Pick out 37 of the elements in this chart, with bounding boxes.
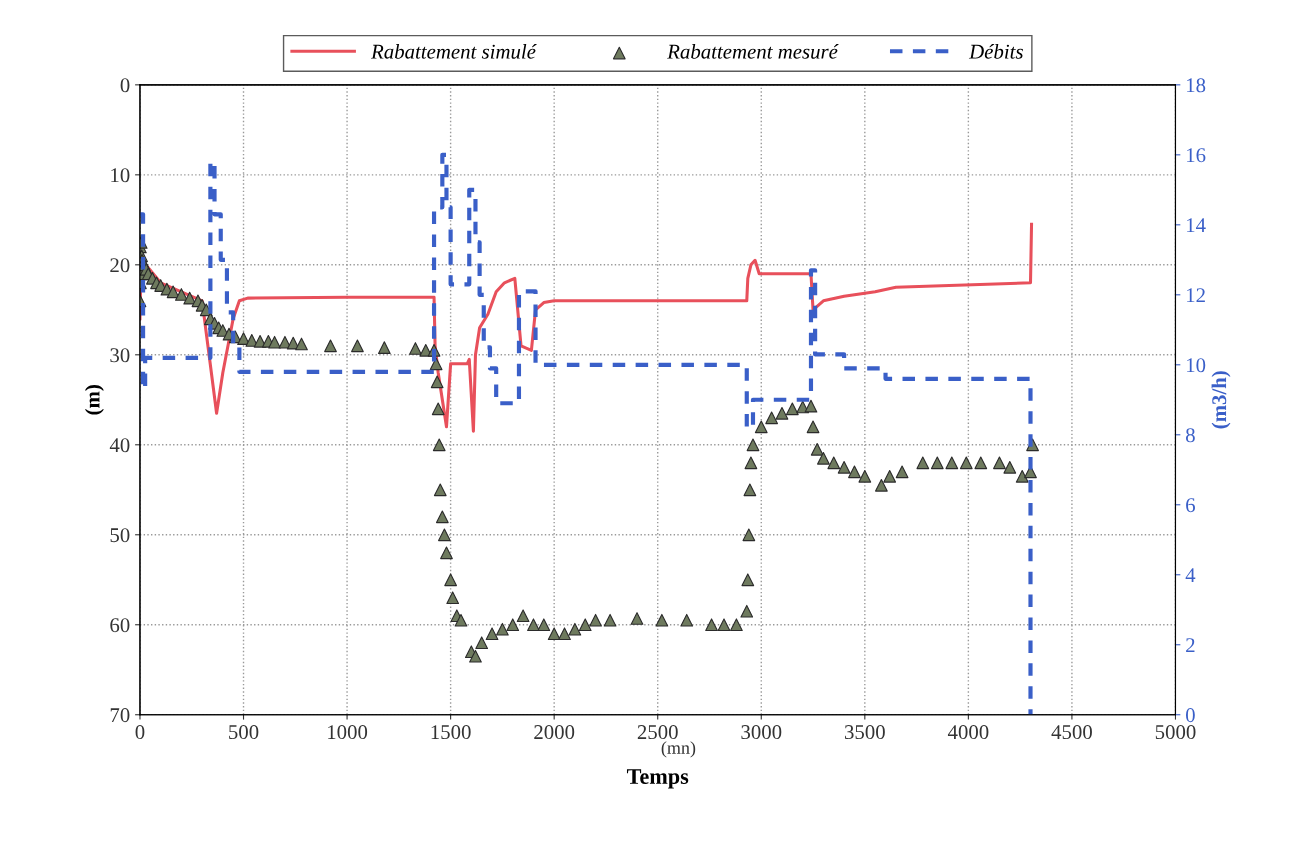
legend-label: Rabattement mesuré — [667, 44, 839, 59]
x-tick-label: 4000 — [947, 725, 989, 740]
y-tick-label: 30 — [110, 348, 130, 363]
x-tick-label: 3500 — [844, 725, 885, 740]
y-tick-label: 10 — [111, 168, 130, 183]
x-tick-label: 2000 — [534, 725, 575, 740]
x-axis-title: Temps — [626, 769, 689, 789]
legend-label: Rabattement simulé — [370, 44, 537, 59]
x-tick-label: 1000 — [328, 725, 368, 740]
y-tick-label: 70 — [110, 708, 130, 723]
y-tick-label: 40 — [109, 438, 130, 453]
x-tick-label: 0 — [135, 725, 145, 740]
y2-tick-label: 12 — [1187, 288, 1205, 303]
x-tick-label: 1500 — [431, 725, 471, 740]
x-tick-label: 500 — [229, 725, 259, 740]
y2-tick-label: 14 — [1187, 218, 1206, 233]
legend-label: Débits — [968, 44, 1023, 59]
y-tick-label: 20 — [110, 258, 130, 273]
y2-tick-label: 4 — [1185, 568, 1196, 582]
y-tick-label: 60 — [110, 618, 130, 633]
y2-axis-title: (m3/h) — [1211, 371, 1231, 429]
line-series — [139, 222, 1034, 433]
x-tick-label: 2500 — [637, 725, 678, 740]
y2-tick-label: 18 — [1187, 78, 1206, 93]
y-axis-title: (m) — [84, 385, 104, 415]
y-tick-label: 50 — [110, 528, 130, 543]
x-tick-label: 3000 — [741, 725, 782, 740]
x-tick-label: 5000 — [1155, 725, 1196, 740]
y2-tick-label: 8 — [1185, 428, 1195, 443]
x-tick-label: 4500 — [1051, 725, 1092, 740]
y2-tick-label: 16 — [1187, 148, 1206, 163]
y2-tick-label: 10 — [1187, 358, 1206, 373]
y2-tick-label: 2 — [1186, 638, 1195, 652]
text: (mn) — [661, 741, 696, 758]
y2-tick-label: 6 — [1186, 498, 1195, 513]
y2-tick-label: 0 — [1185, 708, 1195, 723]
y-tick-label: 0 — [120, 78, 130, 93]
